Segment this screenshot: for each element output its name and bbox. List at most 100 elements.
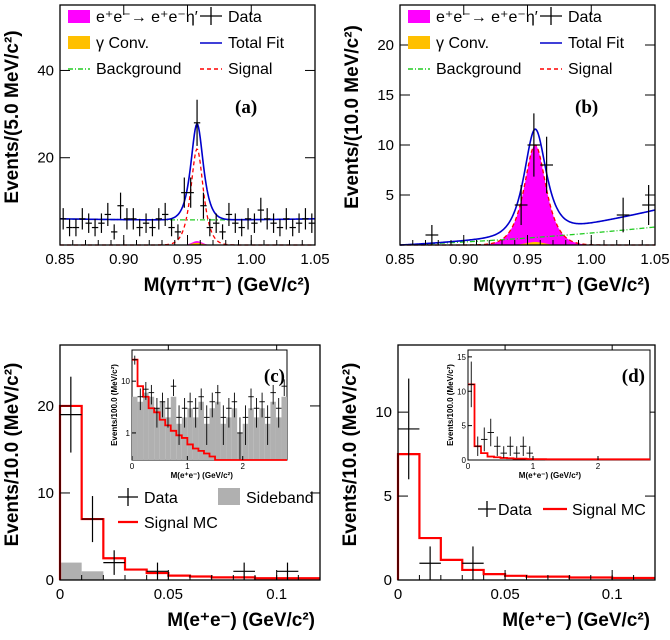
panel-d-inset-xlabel: M(e⁺e⁻) (GeV/c²): [519, 471, 582, 480]
panel-c-inset-ytick-label: 10: [121, 377, 130, 386]
panel-b-total-fit-curve: [399, 128, 656, 246]
panel-d-xtick-label: 0.05: [490, 586, 519, 603]
panel-c-inset-sideband-bar: [209, 408, 216, 460]
panel-a-legend-conv-swatch: [68, 36, 90, 49]
panel-c-inset-sideband-bar: [215, 401, 221, 460]
panel-d-tag: (d): [622, 366, 645, 387]
panel-c-inset-sideband-bar: [148, 396, 155, 460]
panel-c-inset-sideband-bar: [132, 396, 138, 460]
panel-b-legend-text: Background: [436, 61, 521, 78]
panel-a-legend-text: Signal: [228, 61, 272, 78]
panel-b-legend-text: Data: [568, 9, 602, 26]
panel-d-xtick-label: 0: [394, 586, 402, 603]
panel-c-inset-sideband-bar: [187, 408, 193, 460]
panel-b-legend-signal-swatch: [408, 10, 430, 23]
panel-c-inset-xtick-label: 2: [240, 462, 245, 471]
panel-a-legend-signal-swatch: [68, 10, 90, 23]
panel-a-xtick-label: 1.05: [300, 251, 329, 268]
panel-b-legend-text: Signal: [568, 61, 612, 78]
panel-b-legend-text: e⁺e⁻→ e⁺e⁻η′: [436, 9, 538, 26]
panel-a-tag: (a): [235, 97, 257, 118]
panel-a-legend-text: Data: [228, 9, 262, 26]
panel-a-xlabel: M(γπ⁺π⁻) (GeV/c²): [144, 275, 310, 296]
panel-d-xtick-label: 0.1: [602, 586, 623, 603]
panel-c-tag: (c): [264, 366, 285, 387]
panel-a-ylabel: Events/(5.0 MeV/c²): [2, 30, 23, 203]
panel-a-ytick-label: 20: [37, 150, 54, 167]
panel-c-inset-sideband-bar: [154, 408, 160, 460]
panel-c-inset-sideband-bar: [248, 408, 254, 460]
panel-c-legend-text: Sideband: [246, 490, 314, 507]
panel-d-legend-text: Signal MC: [572, 502, 646, 519]
panel-c-ytick-label: 10: [37, 485, 54, 502]
panel-a-total-fit-curve: [59, 122, 316, 221]
panel-c-inset-ytick-label: 1: [126, 429, 131, 438]
panel-c-inset-sideband-bar: [192, 417, 199, 460]
panel-b-xtick-label: 1.05: [640, 251, 669, 268]
panel-b-xlabel: M(γγπ⁺π⁻) (GeV/c²): [473, 275, 650, 296]
panel-a-legend-text: γ Conv.: [96, 35, 149, 52]
panel-b-xtick-label: 0.90: [449, 251, 478, 268]
panel-c-inset-sideband-bar: [159, 401, 166, 460]
panel-d-legend-text: Data: [498, 502, 532, 519]
panel-b-ytick-label: 5: [386, 187, 394, 204]
panel-a-signal-curve: [60, 148, 315, 246]
panel-b-xtick-label: 0.85: [385, 251, 414, 268]
panel-d-inset-ytick-label: 0: [462, 456, 467, 465]
panel-b-xtick-label: 1.00: [577, 251, 606, 268]
panel-d-inset-ylabel: Events/100.0 (MeV/c²): [446, 364, 455, 446]
panel-c-inset-mc-step: [132, 358, 287, 461]
panel-c-ytick-label: 0: [46, 572, 54, 589]
panel-c-inset-sideband-bar: [165, 417, 171, 460]
panel-c-inset-sideband-bar: [143, 392, 149, 460]
panel-b-legend-text: γ Conv.: [436, 35, 489, 52]
panel-b-xtick-label: 0.95: [513, 251, 542, 268]
panel-a-xtick-label: 0.95: [173, 251, 202, 268]
panel-a-xtick-label: 1.00: [237, 251, 266, 268]
panel-c-ylabel: Events/10.0 (MeV/c²): [2, 363, 23, 547]
panel-c-xlabel: M(e⁺e⁻) (GeV/c²): [167, 610, 315, 631]
panel-d-ytick-label: 0: [384, 572, 392, 589]
panel-b-legend-conv-swatch: [408, 36, 430, 49]
panel-d-inset-ytick-label: 5: [462, 422, 467, 431]
panel-d-inset-frame: [467, 349, 651, 461]
panel-b-tag: (b): [575, 97, 598, 118]
panel-b-signal-fill: [400, 145, 655, 245]
panel-c-inset-sideband-bar: [137, 401, 144, 460]
panel-d-inset-xtick-label: 2: [596, 462, 601, 471]
panel-c-sideband-bar: [81, 571, 104, 580]
panel-c-inset-sideband-bar: [253, 417, 260, 460]
panel-d-inset-ytick-label: 15: [457, 353, 466, 362]
panel-c-inset-sideband-bar: [226, 417, 232, 460]
panel-b-ytick-label: 15: [377, 87, 394, 104]
panel-c-xtick-label: 0.05: [154, 586, 183, 603]
panel-c-xtick-label: 0: [56, 586, 64, 603]
panel-d-inset-xtick-label: 0: [466, 462, 471, 471]
panel-c-inset-xlabel: M(e⁺e⁻) (GeV/c²): [171, 471, 234, 480]
panel-b-ytick-label: 10: [377, 137, 394, 154]
panel-d-ytick-label: 10: [375, 404, 392, 421]
panel-d-inset-xtick-label: 1: [531, 462, 536, 471]
panel-a-xtick-label: 0.90: [109, 251, 138, 268]
panel-c-xtick-label: 0.1: [266, 586, 287, 603]
panel-c-legend-sideband-swatch: [218, 488, 240, 505]
panel-d-xlabel: M(e⁺e⁻) (GeV/c²): [502, 610, 650, 631]
panel-a-legend-text: Background: [96, 61, 181, 78]
panel-c-inset-sideband-bar: [198, 401, 204, 460]
panel-c-inset-sideband-bar: [231, 408, 238, 460]
panel-c-ytick-label: 20: [37, 398, 54, 415]
panel-c-inset-sideband-bar: [275, 417, 282, 460]
panel-b-legend-text: Total Fit: [568, 35, 625, 52]
panel-d-ytick-label: 5: [384, 488, 392, 505]
panel-a-xtick-label: 0.85: [45, 251, 74, 268]
panel-b-ytick-label: 20: [377, 37, 394, 54]
panel-c-legend-text: Signal MC: [144, 515, 218, 532]
panel-c-inset-sideband-bar: [281, 396, 287, 460]
panel-c-inset-xtick-label: 1: [185, 462, 190, 471]
panel-a-legend-text: e⁺e⁻→ e⁺e⁻η′: [96, 9, 198, 26]
panel-c-inset-xtick-label: 0: [130, 462, 135, 471]
panel-c-inset-ylabel: Events/100.0 (MeV/c²): [110, 364, 119, 446]
panel-b-ylabel: Events/(10.0 MeV/c²): [342, 25, 363, 209]
panel-a-ytick-label: 40: [37, 62, 54, 79]
